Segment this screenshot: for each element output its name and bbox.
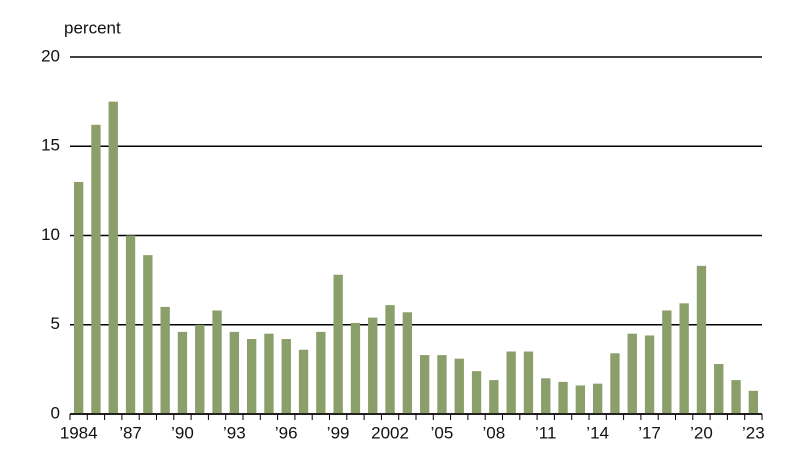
bar <box>177 331 188 414</box>
bar <box>471 371 482 414</box>
bar <box>402 312 413 414</box>
x-tick-label: ’20 <box>690 423 713 442</box>
bar <box>73 181 84 414</box>
bar <box>437 355 447 414</box>
x-tick-label: ’05 <box>431 423 454 442</box>
x-tick-label: ’08 <box>483 423 506 442</box>
bar <box>610 353 620 414</box>
y-tick-label: 20 <box>41 46 60 65</box>
bar <box>368 317 378 414</box>
bar <box>506 351 516 414</box>
bar <box>298 349 309 414</box>
bar <box>541 378 551 414</box>
bar <box>108 101 118 414</box>
y-tick-label: 10 <box>41 225 60 244</box>
bar <box>281 339 291 414</box>
y-axis-label: percent <box>64 18 121 37</box>
x-tick-label: 2002 <box>371 423 409 442</box>
y-tick-label: 0 <box>51 403 60 422</box>
bar <box>229 331 240 414</box>
x-tick-label: ’11 <box>535 423 556 442</box>
bar <box>696 265 707 414</box>
x-tick-label: ’90 <box>171 423 194 442</box>
bar <box>385 305 395 414</box>
x-tick-label: 1984 <box>60 423 98 442</box>
bar <box>454 358 464 414</box>
x-tick-label: ’99 <box>327 423 350 442</box>
bar <box>160 306 170 414</box>
bar <box>91 124 101 414</box>
x-tick-label: ’93 <box>223 423 246 442</box>
x-tick-label: ’17 <box>638 423 661 442</box>
bar <box>523 351 534 414</box>
bar <box>333 274 343 414</box>
bar <box>748 390 759 414</box>
bar <box>679 303 689 414</box>
bar <box>558 381 568 414</box>
bar <box>575 385 586 414</box>
bar <box>246 339 257 414</box>
y-tick-label: 15 <box>41 136 60 155</box>
bar <box>350 322 361 414</box>
bar <box>212 310 222 414</box>
bar <box>143 255 153 414</box>
x-tick-label: ’87 <box>119 423 142 442</box>
bar <box>316 331 326 414</box>
bar <box>731 380 741 414</box>
bar <box>592 383 603 414</box>
x-tick-label: ’96 <box>275 423 298 442</box>
bar <box>419 355 430 414</box>
bar <box>264 333 274 414</box>
bar <box>714 364 724 414</box>
x-tick-label: ’14 <box>586 423 609 442</box>
bar <box>627 333 637 414</box>
x-tick-label: ’23 <box>742 423 765 442</box>
bar <box>125 235 136 414</box>
bar <box>489 380 499 414</box>
bar <box>644 335 655 414</box>
bar <box>195 324 205 414</box>
y-tick-label: 5 <box>51 314 60 333</box>
bar <box>662 310 672 414</box>
